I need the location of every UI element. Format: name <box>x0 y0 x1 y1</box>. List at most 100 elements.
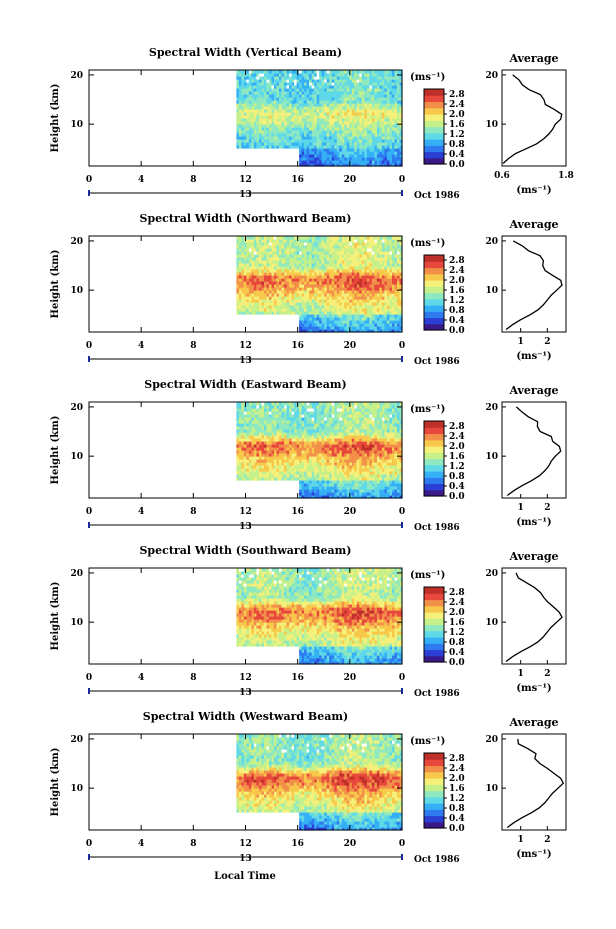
heatmap-cell <box>349 248 353 252</box>
colorbar-unit: (ms⁻¹) <box>410 72 445 83</box>
heatmap-cell <box>364 275 368 279</box>
heatmap-cell <box>392 130 396 134</box>
heatmap-cell <box>376 73 380 77</box>
heatmap-cell <box>351 323 355 327</box>
heatmap-cell <box>316 326 320 330</box>
heatmap-cell <box>364 248 368 252</box>
heatmap-cell <box>334 254 338 258</box>
heatmap-cell <box>281 302 285 306</box>
heatmap-cell <box>241 272 245 276</box>
heatmap-cell <box>384 97 388 101</box>
colorbar-segment <box>424 261 444 269</box>
heatmap-cell <box>344 296 348 300</box>
heatmap-cell <box>379 133 383 137</box>
heatmap-cell <box>301 266 305 270</box>
heatmap-cell <box>294 127 298 131</box>
heatmap-cell <box>331 302 335 306</box>
heatmap-cell <box>236 124 240 128</box>
heatmap-cell <box>369 124 373 128</box>
heatmap-cell <box>306 127 310 131</box>
heatmap-cell <box>251 269 255 273</box>
heatmap-cell <box>386 73 390 77</box>
heatmap-cell <box>339 118 343 122</box>
heatmap-cell <box>326 296 330 300</box>
heatmap-cell <box>326 151 330 155</box>
heatmap-cell <box>259 103 263 107</box>
heatmap-cell <box>289 257 293 261</box>
heatmap-cell <box>269 97 273 101</box>
heatmap-cell <box>364 278 368 282</box>
heatmap-cell <box>339 109 343 113</box>
heatmap-cell <box>253 299 257 303</box>
heatmap-cell <box>329 88 333 92</box>
heatmap-cell <box>351 266 355 270</box>
heatmap-cell <box>329 257 333 261</box>
average-x-tick-label: 1.8 <box>558 171 574 181</box>
heatmap-cell <box>386 109 390 113</box>
heatmap-cell <box>366 91 370 95</box>
heatmap-cell <box>238 82 242 86</box>
heatmap-cell <box>369 254 373 258</box>
heatmap-cell <box>379 257 383 261</box>
heatmap-cell <box>248 266 252 270</box>
heatmap-cell <box>271 266 275 270</box>
heatmap-cell <box>321 76 325 80</box>
heatmap-cell <box>346 82 350 86</box>
heatmap-cell <box>251 251 255 255</box>
heatmap-cell <box>349 251 353 255</box>
heatmap-cell <box>238 115 242 119</box>
heatmap-cell <box>276 272 280 276</box>
heatmap-cell <box>261 115 265 119</box>
heatmap-cell <box>331 85 335 89</box>
heatmap-cell <box>319 257 323 261</box>
heatmap-cell <box>361 133 365 137</box>
heatmap-cell <box>369 118 373 122</box>
heatmap-cell <box>236 299 240 303</box>
heatmap-cell <box>376 245 380 249</box>
heatmap-cell <box>291 103 295 107</box>
heatmap-cell <box>329 112 333 116</box>
heatmap-cell <box>264 305 268 309</box>
heatmap-cell <box>354 115 358 119</box>
heatmap-cell <box>299 266 303 270</box>
heatmap-cell <box>251 245 255 249</box>
heatmap-cell <box>344 245 348 249</box>
heatmap-cell <box>259 242 263 246</box>
heatmap-cell <box>336 142 340 146</box>
heatmap-cell <box>319 76 323 80</box>
heatmap-cell <box>314 290 318 294</box>
heatmap-cell <box>384 157 388 161</box>
heatmap-cell <box>274 251 278 255</box>
heatmap-cell <box>266 287 270 291</box>
heatmap-cell <box>314 124 318 128</box>
heatmap-cell <box>311 154 315 158</box>
heatmap-cell <box>314 305 318 309</box>
heatmap-cell <box>369 88 373 92</box>
heatmap-cell <box>336 317 340 321</box>
heatmap-cell <box>339 91 343 95</box>
heatmap-cell <box>361 154 365 158</box>
heatmap-cell <box>284 79 288 83</box>
heatmap-cell <box>266 275 270 279</box>
heatmap-cell <box>366 76 370 80</box>
heatmap-cell <box>246 302 250 306</box>
heatmap-cell <box>314 269 318 273</box>
heatmap-cell <box>324 151 328 155</box>
heatmap-cell <box>394 73 398 77</box>
heatmap-cell <box>261 109 265 113</box>
heatmap-cell <box>251 275 255 279</box>
heatmap-cell <box>253 82 257 86</box>
heatmap-cell <box>276 245 280 249</box>
heatmap-cell <box>369 139 373 143</box>
heatmap-cell <box>299 82 303 86</box>
heatmap-cell <box>264 287 268 291</box>
heatmap-cell <box>286 73 290 77</box>
heatmap-cell <box>251 94 255 98</box>
heatmap-cell <box>334 293 338 297</box>
heatmap-cell <box>374 302 378 306</box>
heatmap-cell <box>329 266 333 270</box>
heatmap-cell <box>351 82 355 86</box>
heatmap-cell <box>274 133 278 137</box>
heatmap-cell <box>264 266 268 270</box>
heatmap-cell <box>248 130 252 134</box>
